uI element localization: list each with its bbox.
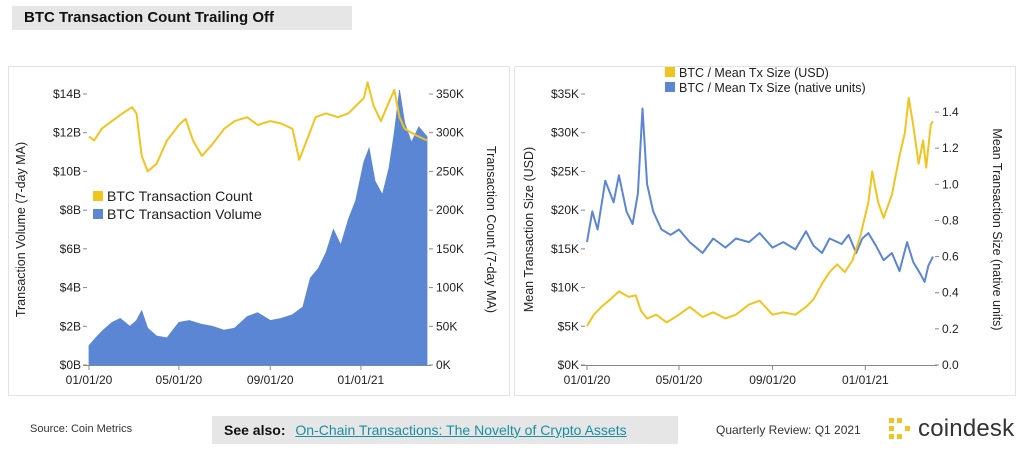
right-tick-label: 300K xyxy=(436,126,464,140)
right-axis-label: Transaction Count (7-day MA) xyxy=(484,146,498,313)
left-tick-label: $2B xyxy=(60,319,81,333)
quarterly-review-label: Quarterly Review: Q1 2021 xyxy=(716,423,861,437)
right-tick-label: 350K xyxy=(436,87,464,101)
right-tick-label: 0.0 xyxy=(942,358,959,372)
x-tick-label: 05/01/20 xyxy=(156,373,203,387)
left-tick-label: $4B xyxy=(60,281,81,295)
right-tick-label: 1.2 xyxy=(942,141,959,155)
see-also-banner: See also: On-Chain Transactions: The Nov… xyxy=(212,416,678,444)
left-axis-label: Transaction Volume (7-day MA) xyxy=(14,142,28,317)
right-tick-label: 0.6 xyxy=(942,250,959,264)
legend-label: BTC / Mean Tx Size (native units) xyxy=(679,81,866,95)
left-tick-label: $12B xyxy=(53,126,81,140)
transaction-volume-count-chart: $0B $2B $4B $6B $8B $10B $12B $14B 0K 50K 100K 150K… xyxy=(8,66,510,396)
left-tick-label: $25K xyxy=(551,164,579,178)
x-tick-label: 01/01/20 xyxy=(66,373,113,387)
legend-label: BTC Transaction Volume xyxy=(107,206,262,222)
chart-title: BTC Transaction Count Trailing Off xyxy=(12,6,352,30)
x-tick-label: 05/01/20 xyxy=(656,373,703,387)
x-tick-label: 01/01/21 xyxy=(842,373,889,387)
right-tick-label: 150K xyxy=(436,242,464,256)
left-chart-svg: $0B $2B $4B $6B $8B $10B $12B $14B 0K 50K 100K 150K… xyxy=(14,81,498,387)
right-axis-label: Mean Transaction Size (native units) xyxy=(990,128,1004,330)
left-tick-label: $8B xyxy=(60,203,81,217)
coindesk-wordmark: coindesk xyxy=(918,415,1015,442)
right-tick-label: 1.4 xyxy=(942,105,959,119)
see-also-link[interactable]: On-Chain Transactions: The Novelty of Cr… xyxy=(295,422,627,438)
left-axis-label: Mean Transaction Size (USD) xyxy=(522,147,536,312)
left-tick-label: $0B xyxy=(60,358,81,372)
right-chart-svg: $0K $5K $10K $15K $20K $25K $30K $35K 0.0 0.2 0.4 0… xyxy=(522,67,1004,387)
legend-swatch xyxy=(665,82,675,92)
left-tick-label: $14B xyxy=(53,87,81,101)
right-tick-label: 0K xyxy=(436,358,451,372)
left-tick-label: $5K xyxy=(558,319,579,333)
btc-mean-tx-size-usd-line xyxy=(586,96,934,327)
left-tick-label: $30K xyxy=(551,126,579,140)
legend-swatch xyxy=(93,209,103,219)
left-tick-label: $35K xyxy=(551,87,579,101)
left-tick-label: $6B xyxy=(60,242,81,256)
right-tick-label: 250K xyxy=(436,164,464,178)
right-tick-label: 0.2 xyxy=(942,322,959,336)
btc-transaction-volume-area xyxy=(88,90,428,366)
legend-swatch xyxy=(665,67,675,77)
x-tick-label: 01/01/21 xyxy=(338,373,385,387)
btc-transaction-count-line xyxy=(88,81,428,173)
left-tick-label: $0K xyxy=(558,358,579,372)
coindesk-logo: coindesk xyxy=(888,414,1014,444)
right-tick-label: 200K xyxy=(436,203,464,217)
right-tick-label: 1.0 xyxy=(942,177,959,191)
mean-transaction-size-chart: $0K $5K $10K $15K $20K $25K $30K $35K 0.0 0.2 0.4 0… xyxy=(514,66,1016,396)
legend-swatch xyxy=(93,191,103,201)
legend-label: BTC / Mean Tx Size (USD) xyxy=(679,67,829,80)
right-tick-label: 100K xyxy=(436,281,464,295)
right-tick-label: 0.8 xyxy=(942,213,959,227)
coindesk-logo-icon xyxy=(889,418,910,439)
left-tick-label: $10B xyxy=(53,164,81,178)
right-tick-label: 50K xyxy=(436,319,457,333)
left-tick-label: $15K xyxy=(551,242,579,256)
source-note: Source: Coin Metrics xyxy=(30,423,133,435)
right-tick-label: 0.4 xyxy=(942,286,959,300)
btc-mean-tx-size-native-units-line xyxy=(586,107,934,283)
x-tick-label: 01/01/20 xyxy=(564,373,611,387)
see-also-label: See also: xyxy=(224,422,286,438)
legend-label: BTC Transaction Count xyxy=(107,188,253,204)
left-tick-label: $20K xyxy=(551,203,579,217)
x-tick-label: 09/01/20 xyxy=(247,373,294,387)
left-tick-label: $10K xyxy=(551,281,579,295)
x-tick-label: 09/01/20 xyxy=(749,373,796,387)
